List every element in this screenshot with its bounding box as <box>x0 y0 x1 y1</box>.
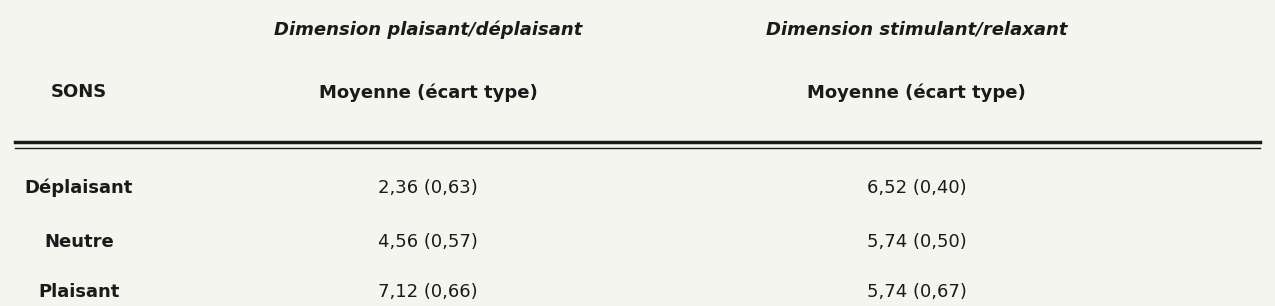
Text: Moyenne (écart type): Moyenne (écart type) <box>319 83 538 102</box>
Text: 7,12 (0,66): 7,12 (0,66) <box>379 283 478 301</box>
Text: 5,74 (0,67): 5,74 (0,67) <box>867 283 966 301</box>
Text: Dimension plaisant/déplaisant: Dimension plaisant/déplaisant <box>274 21 583 39</box>
Text: Déplaisant: Déplaisant <box>24 179 133 197</box>
Text: Moyenne (écart type): Moyenne (écart type) <box>807 83 1026 102</box>
Text: 5,74 (0,50): 5,74 (0,50) <box>867 233 966 251</box>
Text: Neutre: Neutre <box>45 233 113 251</box>
Text: 2,36 (0,63): 2,36 (0,63) <box>379 179 478 197</box>
Text: Plaisant: Plaisant <box>38 283 120 301</box>
Text: SONS: SONS <box>51 83 107 101</box>
Text: 4,56 (0,57): 4,56 (0,57) <box>379 233 478 251</box>
Text: Dimension stimulant/relaxant: Dimension stimulant/relaxant <box>766 21 1067 39</box>
Text: 6,52 (0,40): 6,52 (0,40) <box>867 179 966 197</box>
